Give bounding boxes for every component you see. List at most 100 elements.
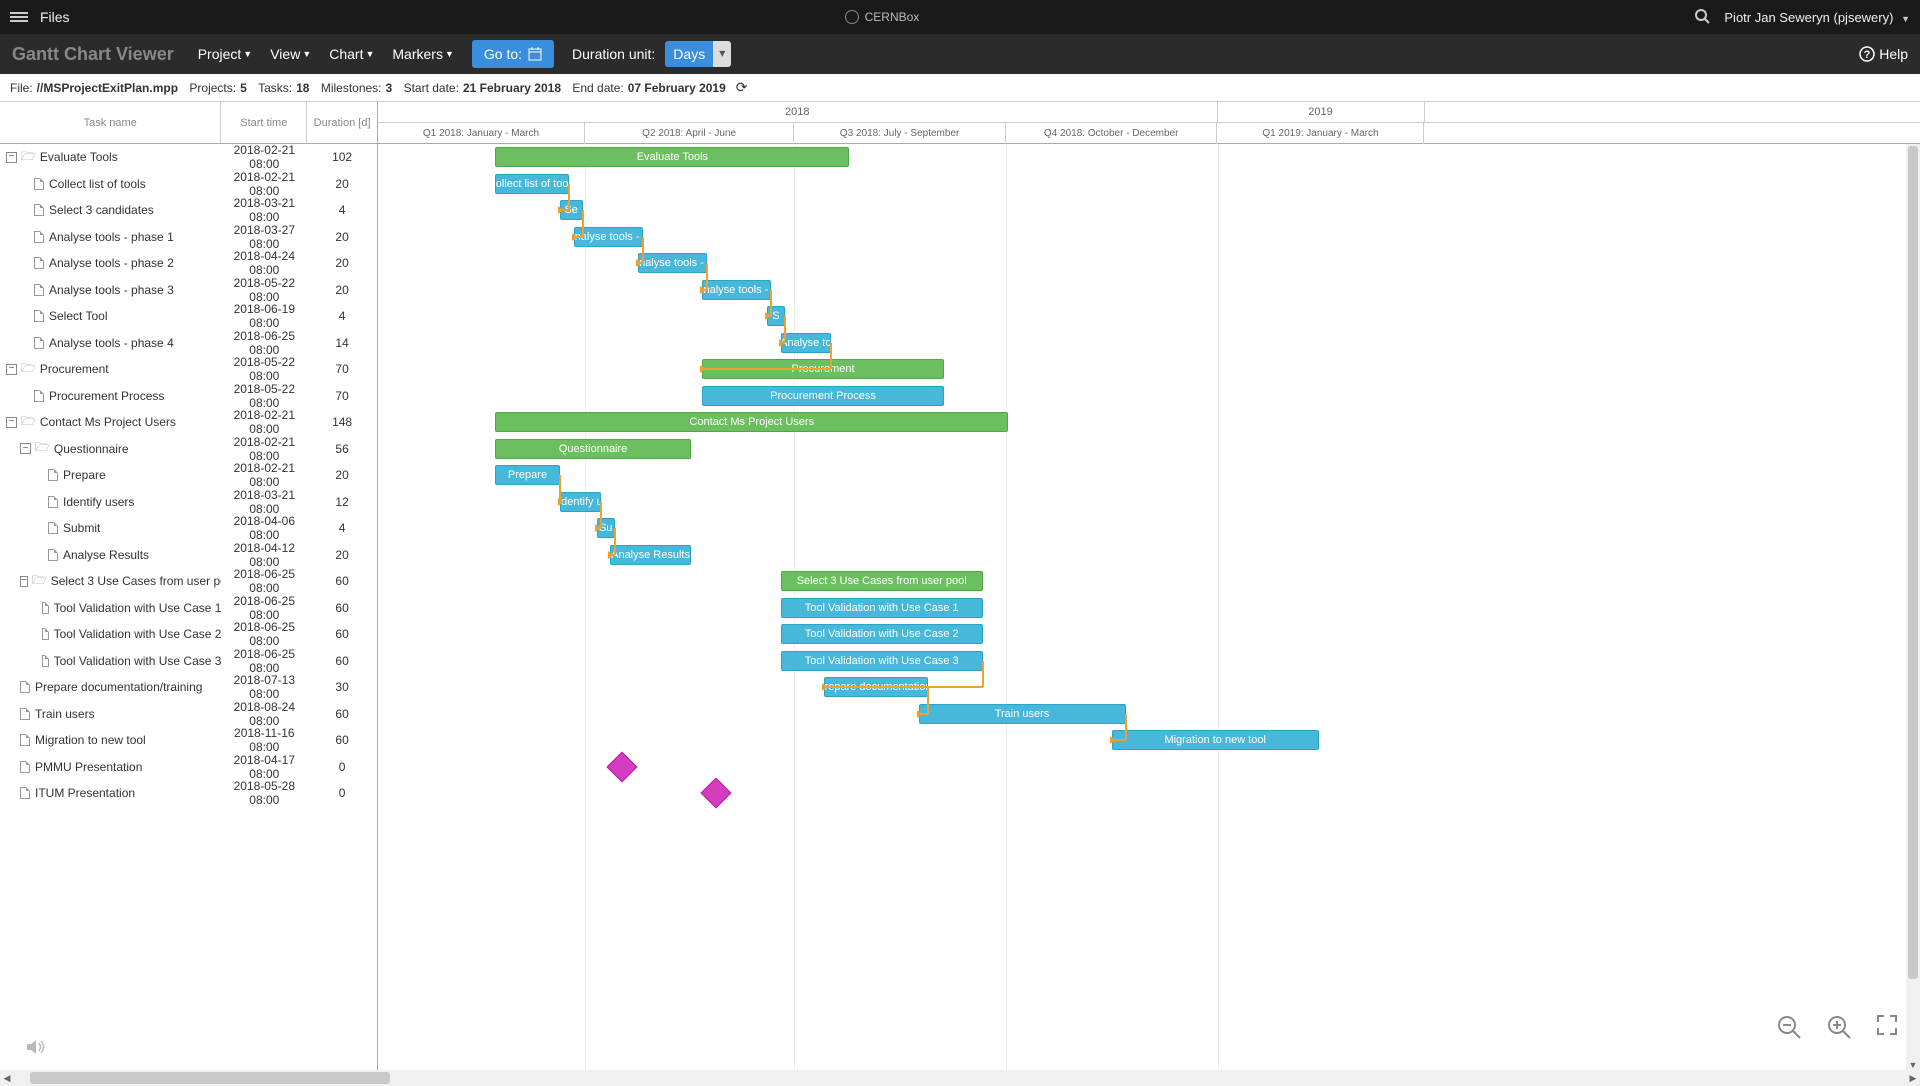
- gantt-row: Collect list of tools: [378, 171, 1906, 198]
- col-header-start[interactable]: Start time: [221, 102, 307, 143]
- horizontal-scrollbar[interactable]: ◀ ▶: [0, 1070, 1920, 1086]
- file-icon: [34, 390, 44, 402]
- summary-bar[interactable]: Evaluate Tools: [495, 147, 849, 167]
- task-bar[interactable]: Analyse tools - p: [574, 227, 643, 247]
- table-row[interactable]: PMMU Presentation2018-04-17 08:000: [0, 754, 377, 781]
- table-row[interactable]: Procurement Process2018-05-22 08:0070: [0, 383, 377, 410]
- task-bar[interactable]: Analyse to: [781, 333, 832, 353]
- refresh-icon[interactable]: ⟳: [736, 79, 748, 96]
- task-start: 2018-02-21 08:00: [221, 408, 307, 436]
- projects-label: Projects:: [189, 81, 236, 95]
- table-row[interactable]: Tool Validation with Use Case 12018-06-2…: [0, 595, 377, 622]
- table-row[interactable]: Analyse Results2018-04-12 08:0020: [0, 542, 377, 569]
- help-button[interactable]: ? Help: [1859, 46, 1908, 62]
- col-header-duration[interactable]: Duration [d]: [307, 102, 377, 143]
- task-bar[interactable]: Identify u: [560, 492, 601, 512]
- zoom-in-icon[interactable]: [1826, 1014, 1852, 1046]
- milestone-marker[interactable]: [606, 751, 637, 782]
- gantt-row: S: [378, 303, 1906, 330]
- collapse-toggle[interactable]: −: [6, 152, 17, 163]
- gantt-row: Analyse to: [378, 330, 1906, 357]
- task-start: 2018-04-12 08:00: [221, 541, 307, 569]
- table-row[interactable]: −🗁Select 3 Use Cases from user pool2018-…: [0, 568, 377, 595]
- table-row[interactable]: Tool Validation with Use Case 32018-06-2…: [0, 648, 377, 675]
- vertical-scrollbar[interactable]: ▲ ▼: [1906, 144, 1920, 1070]
- task-duration: 60: [307, 627, 377, 641]
- hscrollbar-thumb[interactable]: [30, 1072, 390, 1084]
- table-row[interactable]: −🗁Contact Ms Project Users2018-02-21 08:…: [0, 409, 377, 436]
- table-row[interactable]: Prepare2018-02-21 08:0020: [0, 462, 377, 489]
- table-row[interactable]: Tool Validation with Use Case 22018-06-2…: [0, 621, 377, 648]
- gantt-body[interactable]: Evaluate Tools Collect list of tools Se Ana…: [378, 144, 1906, 1070]
- milestones-label: Milestones:: [321, 81, 382, 95]
- table-row[interactable]: Prepare documentation/training2018-07-13…: [0, 674, 377, 701]
- table-row[interactable]: −🗁Evaluate Tools2018-02-21 08:00102: [0, 144, 377, 171]
- table-row[interactable]: Submit2018-04-06 08:004: [0, 515, 377, 542]
- user-menu[interactable]: Piotr Jan Seweryn (pjsewery) ▼: [1724, 10, 1910, 25]
- task-bar[interactable]: Tool Validation with Use Case 2: [781, 624, 983, 644]
- table-row[interactable]: Identify users2018-03-21 08:0012: [0, 489, 377, 516]
- gantt-row: Contact Ms Project Users: [378, 409, 1906, 436]
- table-row[interactable]: Select 3 candidates2018-03-21 08:004: [0, 197, 377, 224]
- table-row[interactable]: −🗁Procurement2018-05-22 08:0070: [0, 356, 377, 383]
- timeline-quarter: Q4 2018: October - December: [1006, 123, 1218, 144]
- task-bar[interactable]: Analyse Results: [610, 545, 691, 565]
- table-row[interactable]: ITUM Presentation2018-05-28 08:000: [0, 780, 377, 807]
- duration-unit-select[interactable]: Days ▾: [665, 41, 731, 67]
- task-name: PMMU Presentation: [35, 760, 142, 774]
- scroll-down-arrow[interactable]: ▼: [1906, 1060, 1920, 1070]
- fullscreen-icon[interactable]: [1876, 1014, 1898, 1046]
- gantt-row: Tool Validation with Use Case 3: [378, 648, 1906, 675]
- task-bar[interactable]: Procurement Process: [702, 386, 944, 406]
- zoom-out-icon[interactable]: [1776, 1014, 1802, 1046]
- table-row[interactable]: Analyse tools - phase 22018-04-24 08:002…: [0, 250, 377, 277]
- gantt-pane: 20182019 Q1 2018: January - MarchQ2 2018…: [378, 102, 1920, 1070]
- table-row[interactable]: Collect list of tools2018-02-21 08:0020: [0, 171, 377, 198]
- duration-unit-label: Duration unit:: [572, 46, 655, 62]
- collapse-toggle[interactable]: −: [20, 576, 28, 587]
- menu-chart[interactable]: Chart▼: [329, 46, 374, 62]
- task-bar[interactable]: Tool Validation with Use Case 3: [781, 651, 983, 671]
- task-bar[interactable]: Analyse tools - p: [702, 280, 771, 300]
- task-bar[interactable]: Collect list of tools: [495, 174, 569, 194]
- goto-button[interactable]: Go to:: [472, 40, 554, 68]
- collapse-toggle[interactable]: −: [20, 443, 31, 454]
- hamburger-icon[interactable]: [10, 10, 28, 24]
- gantt-row: Se: [378, 197, 1906, 224]
- col-header-name[interactable]: Task name: [0, 102, 221, 143]
- table-row[interactable]: Migration to new tool2018-11-16 08:0060: [0, 727, 377, 754]
- table-row[interactable]: −🗁Questionnaire2018-02-21 08:0056: [0, 436, 377, 463]
- summary-bar[interactable]: Contact Ms Project Users: [495, 412, 1008, 432]
- search-icon[interactable]: [1694, 8, 1710, 27]
- milestone-marker[interactable]: [701, 777, 732, 808]
- scroll-left-arrow[interactable]: ◀: [0, 1073, 14, 1084]
- collapse-toggle[interactable]: −: [6, 417, 17, 428]
- table-row[interactable]: Train users2018-08-24 08:0060: [0, 701, 377, 728]
- menu-markers[interactable]: Markers▼: [392, 46, 453, 62]
- collapse-toggle[interactable]: −: [6, 364, 17, 375]
- folder-open-icon: 🗁: [35, 438, 50, 459]
- task-bar[interactable]: Analyse tools - p: [638, 253, 707, 273]
- task-duration: 4: [307, 309, 377, 323]
- task-duration: 20: [307, 177, 377, 191]
- table-row[interactable]: Select Tool2018-06-19 08:004: [0, 303, 377, 330]
- task-start: 2018-06-25 08:00: [221, 567, 307, 595]
- table-row[interactable]: Analyse tools - phase 42018-06-25 08:001…: [0, 330, 377, 357]
- scroll-right-arrow[interactable]: ▶: [1906, 1073, 1920, 1084]
- files-label[interactable]: Files: [40, 9, 70, 25]
- summary-bar[interactable]: Select 3 Use Cases from user pool: [781, 571, 983, 591]
- task-bar[interactable]: Tool Validation with Use Case 1: [781, 598, 983, 618]
- menu-project[interactable]: Project▼: [198, 46, 253, 62]
- menu-view[interactable]: View▼: [270, 46, 311, 62]
- task-bar[interactable]: Train users: [919, 704, 1126, 724]
- speaker-icon[interactable]: [24, 1036, 46, 1064]
- summary-bar[interactable]: Questionnaire: [495, 439, 691, 459]
- task-duration: 20: [307, 283, 377, 297]
- app-title: Gantt Chart Viewer: [12, 44, 174, 65]
- table-row[interactable]: Analyse tools - phase 32018-05-22 08:002…: [0, 277, 377, 304]
- table-row[interactable]: Analyse tools - phase 12018-03-27 08:002…: [0, 224, 377, 251]
- scrollbar-thumb[interactable]: [1908, 146, 1918, 979]
- task-start: 2018-06-25 08:00: [221, 620, 307, 648]
- task-bar[interactable]: Prepare: [495, 465, 559, 485]
- task-bar[interactable]: Migration to new tool: [1112, 730, 1319, 750]
